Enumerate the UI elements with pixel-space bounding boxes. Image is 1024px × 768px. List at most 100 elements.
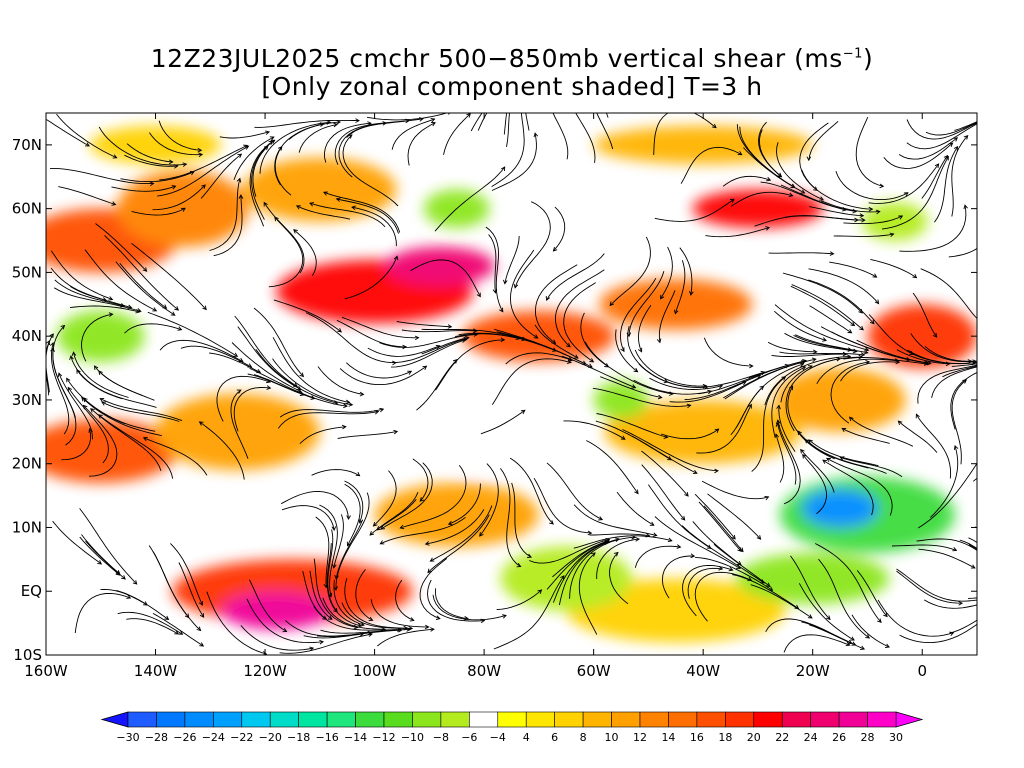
streamline-arrowhead [712, 123, 717, 129]
streamline-arrowhead [174, 306, 180, 311]
streamline-arrowhead [775, 419, 781, 425]
streamline [783, 634, 850, 653]
streamline-arrowhead [1017, 569, 1021, 573]
plot-frame [45, 112, 978, 656]
streamline [119, 263, 167, 309]
streamline [835, 170, 909, 201]
streamline-arrowhead [915, 413, 920, 419]
streamline [124, 323, 182, 334]
streamline [833, 233, 894, 237]
streamline [315, 516, 330, 588]
streamline [628, 271, 665, 337]
streamline-arrowhead [970, 564, 976, 569]
streamline [280, 490, 349, 520]
streamline-arrowhead [848, 416, 854, 422]
streamline [234, 315, 298, 387]
streamline [274, 146, 292, 196]
streamline-arrowhead [244, 145, 250, 150]
streamline-arrowhead [182, 162, 188, 167]
streamline-arrowhead [690, 553, 696, 559]
streamline [281, 505, 335, 531]
streamline-arrowhead [993, 598, 997, 602]
streamline-arrowhead [418, 117, 424, 122]
streamline-arrowhead [372, 521, 378, 527]
streamline-arrowhead [865, 359, 871, 365]
streamline-arrowhead [822, 459, 827, 464]
streamline-arrowhead [198, 152, 204, 158]
streamline-arrowhead [802, 358, 808, 364]
streamline-arrowhead [736, 564, 741, 569]
streamline-arrowhead [333, 607, 338, 613]
streamline-arrowhead [635, 536, 641, 542]
streamline-arrowhead [649, 521, 655, 526]
streamline [237, 326, 302, 390]
streamline [974, 526, 977, 529]
title-unit-exponent: −1 [842, 46, 863, 62]
streamline [54, 279, 125, 307]
streamline-arrowhead [714, 468, 719, 474]
streamline [504, 235, 520, 284]
streamline [407, 122, 436, 166]
streamline [868, 163, 939, 204]
streamline [917, 462, 977, 529]
streamline [724, 358, 816, 400]
colorbar-label: 6 [551, 731, 558, 744]
colorbar-label: −10 [401, 731, 424, 744]
streamline-arrowhead [847, 347, 853, 352]
streamline-arrowhead [108, 296, 114, 301]
streamline [298, 123, 338, 153]
streamline [373, 470, 397, 527]
streamline [680, 146, 742, 184]
streamline [654, 198, 735, 222]
streamline-arrowhead [811, 357, 817, 363]
streamline [296, 205, 351, 220]
streamline-arrowhead [355, 471, 361, 477]
streamline [849, 416, 914, 447]
x-tick-label: 0 [917, 662, 927, 680]
colorbar-label: −16 [316, 731, 339, 744]
streamline [525, 113, 530, 131]
colorbar-swatch [639, 711, 669, 728]
streamline-arrowhead [57, 372, 63, 378]
streamline-arrowhead [808, 439, 813, 444]
streamline-arrowhead [198, 421, 204, 426]
streamline-arrowhead [560, 575, 565, 580]
streamline-arrowhead [587, 530, 593, 536]
streamline-arrowhead [422, 365, 428, 370]
streamline-arrowhead [826, 615, 831, 621]
streamline-arrowhead [850, 321, 856, 327]
streamline [776, 142, 824, 201]
streamline [344, 578, 408, 629]
colorbar-swatch [753, 711, 783, 728]
streamline [115, 261, 176, 316]
colorbar-label: 26 [832, 731, 846, 744]
streamline [324, 122, 372, 163]
streamline-arrowhead [296, 388, 302, 393]
streamline-arrowhead [60, 324, 66, 330]
streamline-arrowhead [567, 357, 573, 362]
streamline [575, 113, 596, 163]
x-tick-label: 60W [577, 662, 611, 680]
streamline [98, 414, 174, 479]
streamline [653, 113, 717, 156]
streamline [434, 588, 469, 620]
streamline-arrowhead [93, 365, 99, 371]
streamline-arrowhead [806, 156, 812, 162]
colorbar-swatch [725, 711, 755, 728]
streamline-arrowhead [198, 600, 204, 606]
streamline [907, 349, 976, 364]
streamline [342, 134, 399, 207]
streamline [209, 178, 241, 251]
streamline-arrowhead [799, 362, 805, 368]
streamline-arrowhead [85, 142, 90, 147]
colorbar-label: 18 [718, 731, 732, 744]
streamline-arrowhead [368, 632, 374, 637]
streamline-arrowhead [854, 217, 859, 223]
streamline-arrowhead [927, 360, 932, 366]
streamline [898, 420, 938, 453]
streamline [758, 121, 782, 178]
streamline-arrowhead [270, 139, 276, 144]
streamline-arrowhead [367, 121, 372, 126]
streamline [230, 389, 249, 459]
streamline [552, 113, 569, 160]
